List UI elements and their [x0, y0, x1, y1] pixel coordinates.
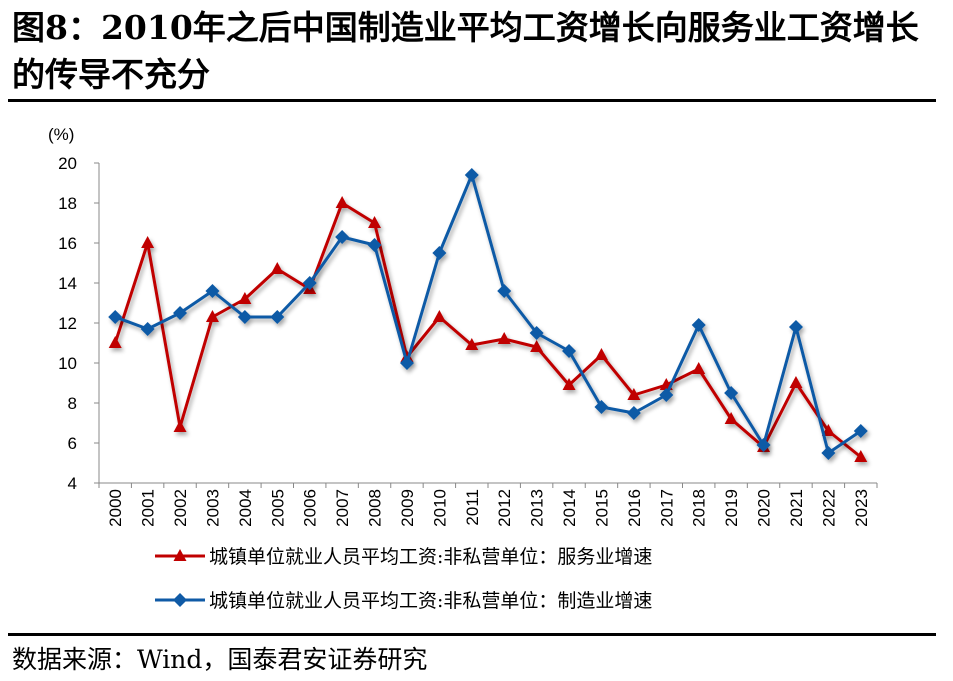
x-tick-label: 2015 — [592, 489, 611, 527]
legend-label: 城镇单位就业人员平均工资:非私营单位：制造业增速 — [209, 590, 652, 612]
data-point — [594, 348, 608, 360]
data-point — [173, 306, 188, 320]
data-point — [238, 292, 252, 304]
data-point — [237, 310, 252, 324]
data-point — [756, 438, 771, 452]
data-point — [854, 450, 868, 462]
data-point — [302, 276, 317, 290]
y-tick-label: 12 — [58, 314, 77, 333]
title-divider — [8, 99, 936, 102]
data-point — [367, 238, 382, 252]
y-tick-label: 6 — [68, 434, 77, 453]
x-tick-label: 2006 — [301, 489, 320, 527]
data-point — [626, 406, 641, 420]
x-tick-label: 2000 — [106, 489, 125, 527]
data-point — [788, 320, 803, 334]
y-tick-label: 4 — [68, 474, 77, 493]
data-point — [529, 326, 544, 340]
y-tick-label: 16 — [58, 234, 77, 253]
y-axis-unit: (%) — [48, 125, 74, 144]
data-point — [659, 388, 674, 402]
triangle-marker-icon — [173, 549, 187, 561]
x-tick-label: 2008 — [366, 489, 385, 527]
data-point — [821, 446, 836, 460]
data-point — [205, 284, 220, 298]
data-point — [562, 344, 577, 358]
data-point — [335, 230, 350, 244]
x-tick-label: 2005 — [268, 489, 287, 527]
data-point — [465, 338, 479, 350]
legend-item: 城镇单位就业人员平均工资:非私营单位：服务业增速 — [155, 546, 652, 568]
x-tick-label: 2011 — [463, 489, 482, 526]
data-point — [627, 388, 641, 400]
x-tick-label: 2013 — [528, 489, 547, 527]
data-point — [562, 378, 576, 390]
x-tick-label: 2023 — [852, 489, 871, 527]
legend-item: 城镇单位就业人员平均工资:非私营单位：制造业增速 — [155, 590, 652, 612]
data-point — [335, 196, 349, 208]
data-point — [368, 216, 382, 228]
x-tick-label: 2001 — [139, 489, 158, 527]
data-point — [173, 420, 187, 432]
source-divider — [8, 633, 936, 636]
x-tick-label: 2004 — [236, 489, 255, 527]
data-point — [497, 284, 512, 298]
data-point — [853, 424, 868, 438]
y-tick-label: 10 — [58, 354, 77, 373]
data-point — [270, 310, 285, 324]
data-point — [821, 424, 835, 436]
data-point — [724, 386, 739, 400]
data-point — [141, 236, 155, 248]
x-tick-label: 2017 — [657, 489, 676, 527]
data-point — [108, 336, 122, 348]
x-tick-label: 2020 — [755, 489, 774, 527]
x-tick-label: 2021 — [787, 489, 806, 527]
data-point — [497, 332, 511, 344]
chart-title: 图8：2010年之后中国制造业平均工资增长向服务业工资增长的传导不充分 — [12, 8, 919, 94]
series-manufacturing — [108, 168, 868, 460]
diamond-marker-icon — [173, 593, 187, 607]
data-point — [205, 310, 219, 322]
x-tick-label: 2022 — [819, 489, 838, 527]
y-tick-label: 8 — [68, 394, 77, 413]
data-point — [691, 318, 706, 332]
legend-label: 城镇单位就业人员平均工资:非私营单位：服务业增速 — [209, 546, 652, 568]
x-tick-label: 2018 — [690, 489, 709, 527]
y-tick-label: 14 — [58, 274, 77, 293]
data-point — [399, 356, 414, 370]
data-point — [140, 322, 155, 336]
x-tick-label: 2002 — [171, 489, 190, 527]
data-point — [594, 400, 609, 414]
x-tick-label: 2009 — [398, 489, 417, 527]
data-point — [108, 310, 123, 324]
series-line — [114, 173, 862, 455]
data-point — [432, 310, 446, 322]
data-point — [432, 246, 447, 260]
data-point — [464, 168, 479, 182]
data-point — [530, 340, 544, 352]
data-point — [270, 262, 284, 274]
data-point — [692, 362, 706, 374]
x-tick-label: 2012 — [495, 489, 514, 527]
x-tick-label: 2019 — [722, 489, 741, 527]
source-note: 数据来源：Wind，国泰君安证券研究 — [12, 645, 428, 674]
x-tick-label: 2007 — [333, 489, 352, 527]
x-tick-label: 2010 — [430, 489, 449, 527]
x-tick-label: 2003 — [203, 489, 222, 527]
data-point — [724, 412, 738, 424]
x-tick-label: 2014 — [560, 489, 579, 527]
y-tick-label: 18 — [58, 194, 77, 213]
y-tick-label: 20 — [58, 154, 77, 173]
data-point — [789, 376, 803, 388]
x-tick-label: 2016 — [625, 489, 644, 527]
